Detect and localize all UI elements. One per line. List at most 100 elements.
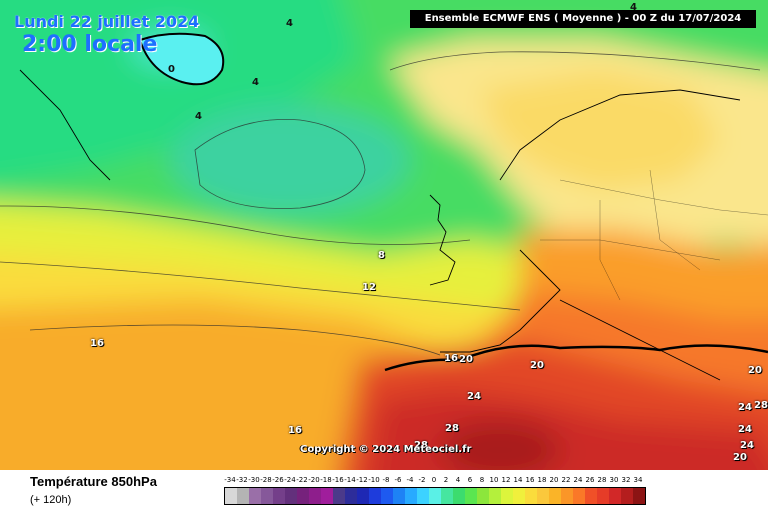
scale-swatch — [633, 488, 645, 504]
scale-tick-label: 28 — [597, 476, 607, 484]
scale-swatch — [513, 488, 525, 504]
scale-swatch — [285, 488, 297, 504]
scale-swatch — [381, 488, 393, 504]
scale-swatch — [297, 488, 309, 504]
scale-tick-label: 18 — [537, 476, 547, 484]
scale-tick-label: 32 — [621, 476, 631, 484]
scale-tick-label: -28 — [260, 476, 272, 484]
scale-swatch — [369, 488, 381, 504]
scale-swatch — [357, 488, 369, 504]
scale-tick-label: -22 — [296, 476, 308, 484]
scale-tick-label: -34 — [224, 476, 236, 484]
forecast-local-time: 2:00 locale — [22, 32, 158, 57]
scale-swatch — [417, 488, 429, 504]
scale-tick-label: 24 — [573, 476, 583, 484]
scale-swatch — [585, 488, 597, 504]
scale-tick-label: 26 — [585, 476, 595, 484]
scale-swatch — [477, 488, 489, 504]
scale-tick-label: -12 — [356, 476, 368, 484]
scale-tick-label: -14 — [344, 476, 356, 484]
isotherm-label: 28 — [445, 423, 459, 434]
scale-tick-label: 16 — [525, 476, 535, 484]
copyright-text: Copyright © 2024 Meteociel.fr — [300, 444, 472, 455]
isotherm-label: 16 — [288, 425, 302, 436]
scale-swatch — [237, 488, 249, 504]
isotherm-label: 4 — [286, 18, 293, 29]
scale-tick-label: 22 — [561, 476, 571, 484]
scale-tick-label: 20 — [549, 476, 559, 484]
scale-swatch — [441, 488, 453, 504]
scale-swatch — [225, 488, 237, 504]
scale-tick-label: 4 — [455, 476, 461, 484]
scale-tick-label: 10 — [489, 476, 499, 484]
scale-tick-label: -18 — [320, 476, 332, 484]
legend-panel: Température 850hPa (+ 120h) -34 -32 -30 -28… — [0, 470, 768, 512]
scale-tick-label: -16 — [332, 476, 344, 484]
scale-tick-label: -4 — [406, 476, 414, 484]
color-scale-bar — [224, 487, 646, 505]
isotherm-label: 20 — [530, 360, 544, 371]
scale-tick-label: -8 — [382, 476, 390, 484]
isotherm-label: 28 — [414, 440, 428, 451]
scale-swatch — [333, 488, 345, 504]
scale-tick-label: -10 — [368, 476, 380, 484]
scale-tick-label: -20 — [308, 476, 320, 484]
isotherm-label: 8 — [378, 250, 385, 261]
isotherm-label: 4 — [195, 111, 202, 122]
scale-swatch — [393, 488, 405, 504]
scale-tick-label: 14 — [513, 476, 523, 484]
scale-swatch — [489, 488, 501, 504]
scale-tick-label: 6 — [467, 476, 473, 484]
scale-tick-label: 0 — [431, 476, 437, 484]
isotherm-label: 20 — [459, 354, 473, 365]
scale-swatch — [525, 488, 537, 504]
scale-tick-label: -2 — [418, 476, 426, 484]
scale-tick-label: 2 — [443, 476, 449, 484]
parameter-title: Température 850hPa — [30, 474, 157, 489]
scale-tick-label: 30 — [609, 476, 619, 484]
scale-tick-label: 8 — [479, 476, 485, 484]
model-run-header: Ensemble ECMWF ENS ( Moyenne ) - 00 Z du… — [410, 10, 756, 28]
scale-tick-label: -30 — [248, 476, 260, 484]
scale-swatch — [405, 488, 417, 504]
scale-swatch — [321, 488, 333, 504]
scale-swatch — [453, 488, 465, 504]
isotherm-label: 24 — [740, 440, 754, 451]
forecast-date: Lundi 22 juillet 2024 — [14, 12, 200, 31]
isotherm-label: 28 — [754, 400, 768, 411]
scale-swatch — [249, 488, 261, 504]
scale-swatch — [345, 488, 357, 504]
scale-swatch — [261, 488, 273, 504]
scale-tick-label: -32 — [236, 476, 248, 484]
isotherm-label: 0 — [168, 64, 175, 75]
scale-tick-label: -26 — [272, 476, 284, 484]
isotherm-label: 16 — [444, 353, 458, 364]
scale-tick-label: -24 — [284, 476, 296, 484]
scale-swatch — [501, 488, 513, 504]
scale-swatch — [465, 488, 477, 504]
scale-tick-label: 12 — [501, 476, 511, 484]
scale-swatch — [429, 488, 441, 504]
isotherm-label: 12 — [362, 282, 376, 293]
scale-swatch — [537, 488, 549, 504]
isotherm-label: 24 — [738, 402, 752, 413]
scale-tick-label: 34 — [633, 476, 643, 484]
scale-swatch — [573, 488, 585, 504]
lead-time: (+ 120h) — [30, 494, 72, 506]
isotherm-label: 4 — [252, 77, 259, 88]
scale-swatch — [621, 488, 633, 504]
scale-swatch — [597, 488, 609, 504]
temperature-map — [0, 0, 768, 470]
isotherm-label: 24 — [738, 424, 752, 435]
scale-tick-label: -6 — [394, 476, 402, 484]
scale-swatch — [561, 488, 573, 504]
isotherm-label: 20 — [748, 365, 762, 376]
scale-swatch — [309, 488, 321, 504]
isotherm-label: 24 — [467, 391, 481, 402]
isotherm-label: 20 — [733, 452, 747, 463]
scale-swatch — [273, 488, 285, 504]
scale-swatch — [549, 488, 561, 504]
isotherm-label: 16 — [90, 338, 104, 349]
scale-swatch — [609, 488, 621, 504]
